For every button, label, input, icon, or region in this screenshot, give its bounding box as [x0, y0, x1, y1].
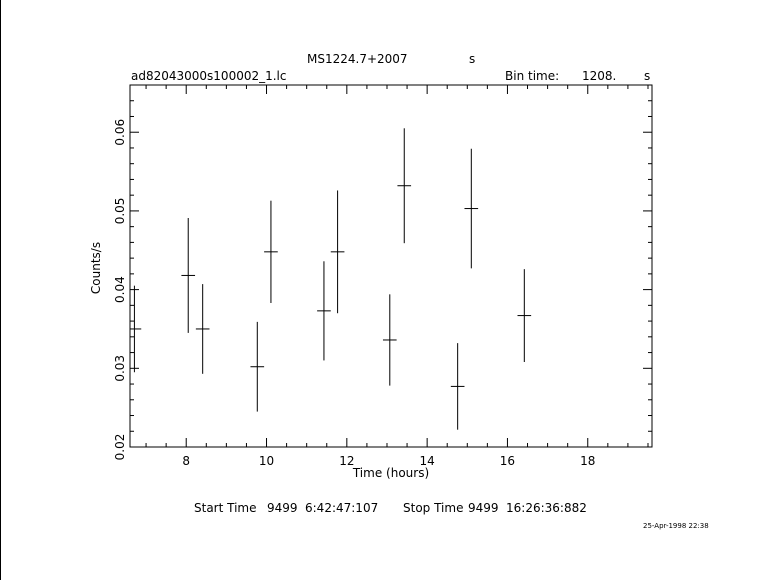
- chart-title-suffix: s: [469, 52, 475, 66]
- y-tick-label: 0.03: [113, 355, 127, 382]
- start-time-value: 6:42:47:107: [305, 501, 378, 515]
- y-tick-label: 0.04: [113, 276, 127, 303]
- start-time-day: 9499: [267, 501, 298, 515]
- y-axis-label: Counts/s: [89, 242, 103, 294]
- start-time-label: Start Time: [194, 501, 257, 515]
- x-tick-label: 16: [500, 454, 515, 468]
- x-tick-label: 10: [259, 454, 274, 468]
- y-tick-label: 0.02: [113, 434, 127, 461]
- data-point: [317, 261, 331, 361]
- data-point: [264, 200, 278, 303]
- x-tick-label: 12: [339, 454, 354, 468]
- y-tick-label: 0.06: [113, 119, 127, 146]
- data-points: [130, 128, 532, 430]
- stop-time-day: 9499: [468, 501, 499, 515]
- data-point: [382, 294, 397, 386]
- data-point: [181, 217, 196, 333]
- chart-title: MS1224.7+2007: [307, 52, 408, 66]
- bin-time-label: Bin time:: [505, 69, 559, 83]
- axis-tick-labels: 8 10 12 14 16 18 0.02 0.03 0.04 0.05 0.06: [113, 119, 595, 468]
- x-tick-label: 14: [419, 454, 434, 468]
- axis-ticks: [130, 84, 652, 448]
- bin-time-unit: s: [644, 69, 650, 83]
- bin-time-value: 1208.: [582, 69, 616, 83]
- data-point: [250, 321, 265, 412]
- data-point: [450, 343, 465, 430]
- stop-time-value: 16:26:36:882: [506, 501, 587, 515]
- file-name: ad82043000s100002_1.lc: [131, 69, 287, 83]
- x-axis-label: Time (hours): [352, 466, 429, 480]
- x-tick-label: 8: [182, 454, 190, 468]
- plot-frame: [129, 84, 653, 448]
- data-point: [517, 269, 532, 363]
- y-tick-label: 0.05: [113, 198, 127, 225]
- data-point: [130, 285, 142, 373]
- data-point: [195, 284, 210, 374]
- stop-time-label: Stop Time: [403, 501, 463, 515]
- data-point: [397, 128, 412, 244]
- x-tick-label: 18: [580, 454, 595, 468]
- page-left-border: [0, 0, 1, 580]
- data-point: [330, 190, 345, 314]
- data-point: [464, 148, 479, 269]
- plot-timestamp: 25-Apr-1998 22:38: [643, 522, 709, 530]
